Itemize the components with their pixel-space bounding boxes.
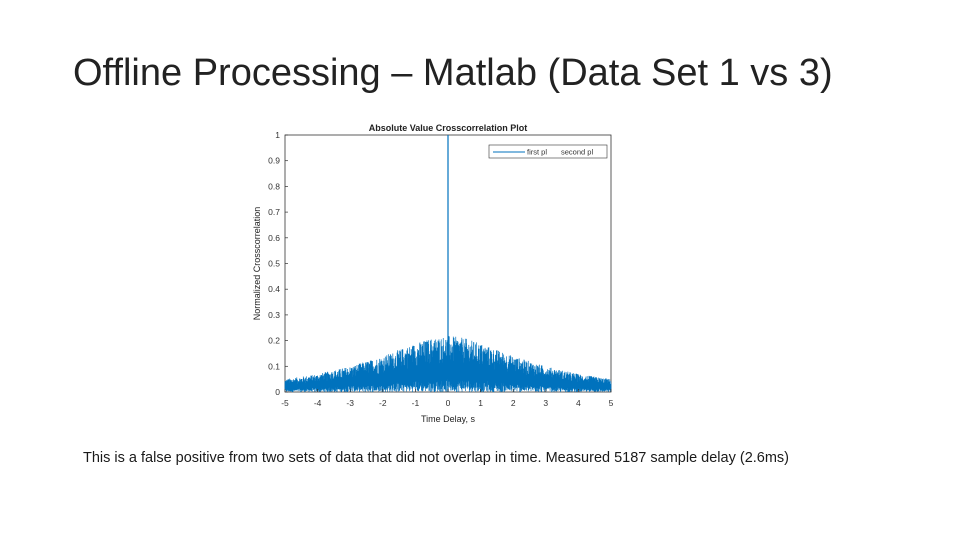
- crosscorrelation-plot: -5 -4 -3 -2 -1 0 1 2 3 4 5 00.10.20.30.40.50.60.70…: [245, 120, 620, 428]
- x-tick-label: 4: [576, 398, 581, 408]
- legend-entry-first: first pl: [527, 148, 547, 157]
- y-tick-label: 0.6: [268, 233, 280, 243]
- x-tick-label: 1: [478, 398, 483, 408]
- slide-caption: This is a false positive from two sets o…: [83, 450, 790, 466]
- x-tick-label: -2: [379, 398, 387, 408]
- x-tick-label: 3: [543, 398, 548, 408]
- slide-title: Offline Processing – Matlab (Data Set 1 …: [73, 52, 833, 94]
- x-tick-label: -4: [314, 398, 322, 408]
- x-tick-label: -5: [281, 398, 289, 408]
- correlation-trace: [284, 335, 612, 392]
- x-tick-label: 5: [609, 398, 614, 408]
- legend: first pl second pl: [488, 144, 608, 159]
- matlab-figure: -5 -4 -3 -2 -1 0 1 2 3 4 5 0 0.1 0.2 0.3 0.4 0.5 0.6 0.7 0…: [245, 120, 620, 428]
- y-tick-label: 0.8: [268, 181, 280, 191]
- x-tick-label: -1: [412, 398, 420, 408]
- y-tick-label: 0.2: [268, 336, 280, 346]
- y-tick-label: 0.5: [268, 259, 280, 269]
- legend-entry-second: second pl: [561, 148, 593, 157]
- y-tick-label: 0.4: [268, 284, 280, 294]
- y-tick-label: 0.7: [268, 207, 280, 217]
- legend-box: [488, 144, 608, 159]
- x-tick-label: 0: [446, 398, 451, 408]
- y-tick-label: 1: [275, 130, 280, 140]
- x-tick-label: -3: [346, 398, 354, 408]
- x-tick-label: 2: [511, 398, 516, 408]
- x-axis-label: Time Delay, s: [421, 414, 476, 424]
- y-tick-label: 0.9: [268, 156, 280, 166]
- chart-title: Absolute Value Crosscorrelation Plot: [369, 123, 528, 133]
- y-axis-ticks: 0 0.1 0.2 0.3 0.4 0.5 0.6 0.7 0.8 0.9 1: [268, 130, 288, 397]
- y-axis-label: Normalized Crosscorrelation: [252, 207, 262, 321]
- signal-series: [284, 135, 612, 392]
- y-tick-label: 0: [275, 387, 280, 397]
- y-tick-label: 0.3: [268, 310, 280, 320]
- y-tick-label: 0.1: [268, 361, 280, 371]
- x-axis-ticks: -5 -4 -3 -2 -1 0 1 2 3 4 5: [281, 389, 614, 408]
